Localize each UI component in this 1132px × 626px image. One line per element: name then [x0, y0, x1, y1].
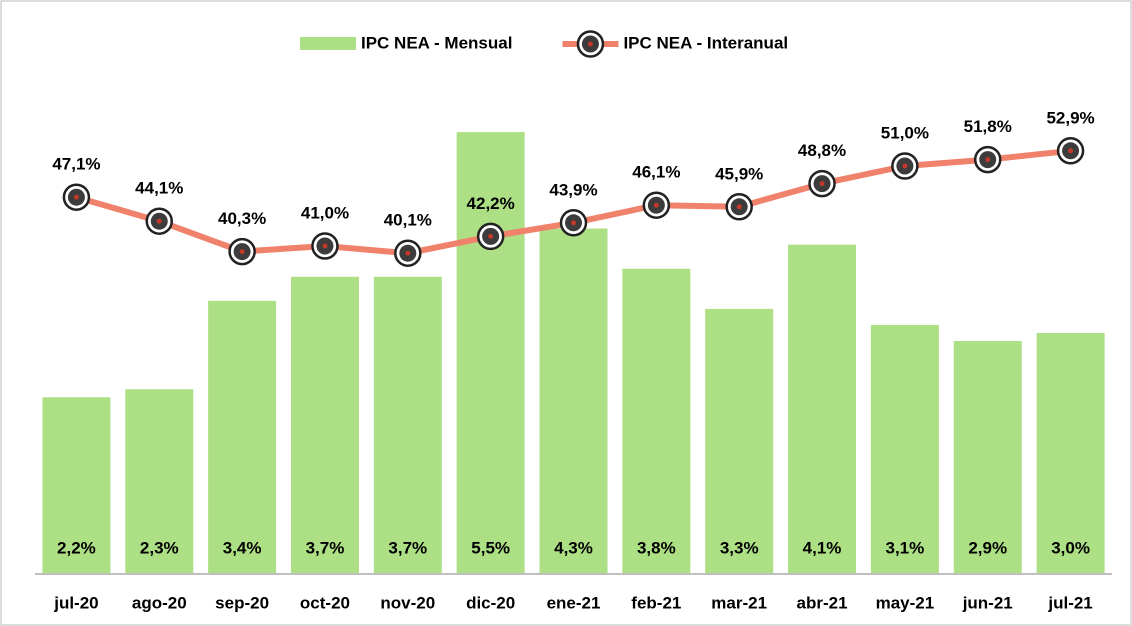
line-marker	[394, 239, 422, 267]
marker-dot	[405, 250, 411, 256]
bar-value-label: 3,1%	[886, 538, 925, 557]
line-value-label: 43,9%	[549, 180, 597, 199]
bar-value-label: 3,7%	[388, 538, 427, 557]
bar-value-label: 4,3%	[554, 538, 593, 557]
line-marker	[145, 207, 174, 235]
bar-value-label: 3,0%	[1051, 538, 1090, 557]
marker-dot	[902, 163, 908, 169]
bar-value-label: 2,3%	[140, 538, 179, 557]
line-marker	[559, 209, 588, 237]
line-marker	[891, 152, 919, 180]
line-value-label: 44,1%	[135, 179, 183, 198]
line-marker	[808, 169, 836, 198]
x-tick-label: jul-20	[53, 593, 98, 612]
bar	[290, 276, 359, 574]
bar	[42, 397, 111, 574]
line-value-label: 46,1%	[632, 163, 680, 182]
marker-dot	[73, 194, 79, 200]
x-tick-label: mar-21	[711, 593, 767, 612]
bar-value-label: 2,9%	[968, 538, 1007, 557]
line-marker	[973, 145, 1002, 174]
marker-dot	[571, 220, 576, 226]
bar-value-label: 5,5%	[471, 538, 510, 557]
bar-value-label: 3,7%	[306, 538, 345, 557]
legend-label: IPC NEA - Mensual	[361, 33, 512, 52]
x-tick-label: may-21	[876, 593, 935, 612]
bar	[788, 244, 857, 574]
bar	[539, 228, 608, 575]
x-tick-label: dic-20	[466, 593, 515, 612]
bar-value-label: 3,3%	[720, 538, 759, 557]
bar	[953, 341, 1022, 574]
bar	[1036, 332, 1105, 574]
marker-dot	[819, 181, 825, 187]
bar	[125, 389, 194, 574]
line-marker	[725, 193, 753, 221]
marker-dot	[587, 41, 593, 47]
marker-dot	[156, 218, 162, 224]
line-value-label: 45,9%	[715, 164, 763, 183]
line-value-label: 48,8%	[798, 141, 846, 160]
marker-dot	[239, 249, 245, 255]
x-tick-label: sep-20	[215, 593, 269, 612]
x-tick-label: jul-21	[1047, 593, 1092, 612]
legend: IPC NEA - Mensual IPC NEA - Interanual	[300, 30, 788, 58]
bar	[622, 268, 691, 574]
x-tick-label: abr-21	[797, 593, 848, 612]
line-value-label: 41,0%	[301, 203, 349, 222]
line-marker	[476, 222, 505, 251]
x-tick-label: oct-20	[300, 593, 350, 612]
bar-value-label: 2,2%	[57, 538, 96, 557]
line-marker	[642, 191, 671, 219]
line-marker	[576, 30, 605, 58]
line-value-label: 47,1%	[52, 155, 100, 174]
x-tick-label: nov-20	[380, 593, 435, 612]
marker-dot	[653, 202, 659, 208]
line-value-label: 40,1%	[384, 211, 432, 230]
bar	[705, 308, 774, 574]
bar	[870, 324, 939, 574]
line-value-label: 51,0%	[881, 123, 929, 142]
marker-dot	[488, 233, 494, 239]
line-value-label: 42,2%	[467, 194, 515, 213]
line-marker	[311, 232, 339, 260]
marker-dot	[322, 243, 328, 249]
x-tick-label: ene-21	[547, 593, 601, 612]
x-tick-label: feb-21	[631, 593, 681, 612]
bar-value-label: 3,8%	[637, 538, 676, 557]
bar	[373, 276, 442, 574]
marker-dot	[1068, 148, 1074, 154]
bar	[456, 132, 525, 574]
line-marker	[1056, 137, 1085, 165]
x-tick-label: ago-20	[132, 593, 187, 612]
line-value-label: 51,8%	[964, 117, 1012, 136]
line-value-label: 40,3%	[218, 209, 266, 228]
x-tick-label: jun-21	[962, 593, 1013, 612]
legend-label: IPC NEA - Interanual	[623, 33, 788, 52]
line-marker	[228, 237, 256, 266]
marker-dot	[985, 157, 991, 163]
bar-value-label: 3,4%	[223, 538, 262, 557]
line-value-label: 52,9%	[1046, 108, 1094, 127]
line-marker	[62, 183, 91, 211]
bar	[208, 300, 277, 574]
bar-value-label: 4,1%	[803, 538, 842, 557]
marker-dot	[736, 204, 742, 210]
legend-swatch	[300, 37, 356, 50]
